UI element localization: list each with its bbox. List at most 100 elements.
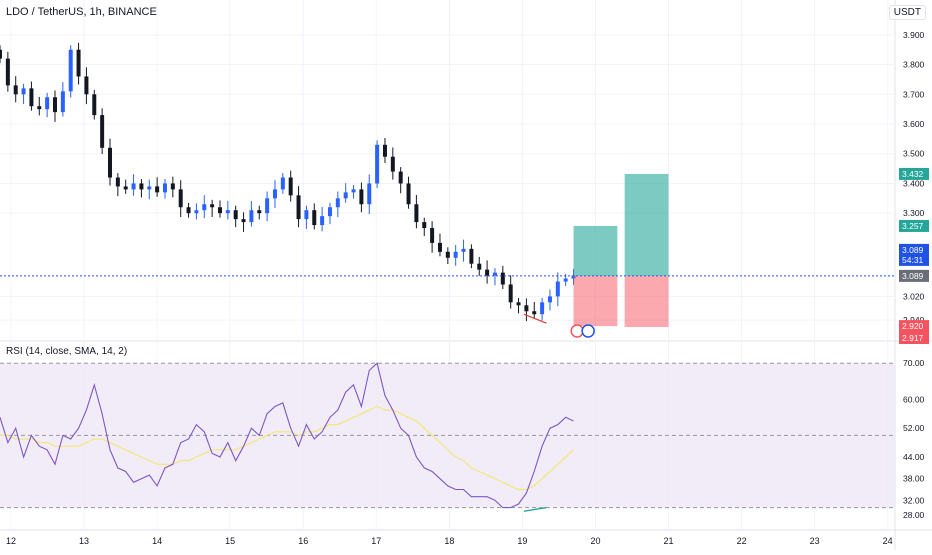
candle-body bbox=[265, 198, 270, 214]
x-tick-label: 24 bbox=[883, 536, 893, 546]
candle-body bbox=[225, 210, 230, 214]
candle-body bbox=[139, 183, 144, 190]
candle-body bbox=[563, 278, 568, 282]
candle-body bbox=[320, 216, 325, 226]
price-tick-label: 3.600 bbox=[903, 119, 925, 129]
candle-body bbox=[76, 49, 81, 77]
price-tick-label: 3.500 bbox=[903, 149, 925, 159]
candle-body bbox=[312, 210, 317, 226]
candle-body bbox=[178, 189, 183, 208]
event-icon[interactable] bbox=[570, 324, 584, 338]
candle-body bbox=[217, 207, 222, 214]
candle-body bbox=[29, 88, 34, 107]
price-tick-label: 3.300 bbox=[903, 208, 925, 218]
x-tick-label: 17 bbox=[371, 536, 381, 546]
candle-body bbox=[123, 186, 128, 190]
candle-body bbox=[202, 204, 207, 211]
candle-body bbox=[60, 91, 65, 113]
candle-body bbox=[131, 183, 136, 190]
stop-price-label: 2.920 bbox=[902, 321, 924, 331]
candle-body bbox=[422, 222, 427, 229]
candle-body bbox=[351, 189, 356, 193]
last-price-label-bg bbox=[899, 243, 929, 256]
symbol-title: LDO / TetherUS, 1h, BINANCE bbox=[6, 6, 157, 18]
candle-body bbox=[555, 281, 560, 297]
candle-body bbox=[68, 49, 73, 92]
position-profit-zone[interactable] bbox=[624, 173, 669, 276]
price-divergence-line bbox=[523, 313, 547, 324]
price-tick-label: 3.700 bbox=[903, 89, 925, 99]
candle-body bbox=[445, 251, 450, 258]
rsi-tick-label: 70.00 bbox=[903, 358, 925, 368]
stop-price-label-bg bbox=[899, 332, 929, 345]
candle-body bbox=[241, 219, 246, 223]
position-profit-zone[interactable] bbox=[573, 225, 618, 276]
currency-badge[interactable]: USDT bbox=[888, 5, 926, 20]
price-tick-label: 3.900 bbox=[903, 30, 925, 40]
rsi-tick-label: 38.00 bbox=[903, 474, 925, 484]
candle-body bbox=[453, 251, 458, 258]
candle-body bbox=[194, 210, 199, 214]
flag-icon[interactable] bbox=[581, 324, 595, 338]
x-tick-label: 12 bbox=[6, 536, 16, 546]
rsi-ma-line bbox=[0, 405, 574, 491]
rsi-tick-label: 60.00 bbox=[903, 394, 925, 404]
entry-price-label: 3.089 bbox=[902, 271, 924, 281]
x-tick-label: 14 bbox=[152, 536, 162, 546]
candle-body bbox=[249, 210, 254, 223]
x-tick-label: 19 bbox=[517, 536, 527, 546]
candle-body bbox=[398, 171, 403, 184]
candle-body bbox=[45, 97, 50, 110]
candle-body bbox=[343, 192, 348, 199]
position-loss-zone[interactable] bbox=[624, 275, 669, 328]
candle-body bbox=[477, 263, 482, 270]
candle-body bbox=[272, 189, 277, 199]
price-tick-label: 3.020 bbox=[903, 291, 925, 301]
candle-body bbox=[155, 186, 160, 193]
countdown-label: 54:31 bbox=[902, 255, 924, 265]
x-tick-label: 21 bbox=[664, 536, 674, 546]
rsi-line bbox=[0, 362, 574, 509]
candle-body bbox=[547, 296, 552, 303]
candle-body bbox=[327, 207, 332, 217]
candle-body bbox=[508, 284, 513, 303]
candle-body bbox=[257, 210, 262, 214]
x-tick-label: 18 bbox=[444, 536, 454, 546]
candle-body bbox=[5, 58, 10, 86]
candle-body bbox=[0, 49, 2, 59]
candle-body bbox=[540, 302, 545, 315]
candle-body bbox=[390, 156, 395, 172]
candle-body bbox=[162, 183, 167, 193]
candle-body bbox=[304, 210, 309, 220]
candle-body bbox=[437, 242, 442, 252]
last-price-label: 3.089 bbox=[902, 245, 924, 255]
rsi-tick-label: 52.00 bbox=[903, 423, 925, 433]
target-price-label: 3.432 bbox=[902, 169, 924, 179]
rsi-tick-label: 32.00 bbox=[903, 495, 925, 505]
candle-body bbox=[296, 195, 301, 220]
candle-body bbox=[414, 204, 419, 223]
candle-body bbox=[524, 305, 529, 312]
candle-body bbox=[13, 85, 18, 95]
rsi-tick-label: 44.00 bbox=[903, 452, 925, 462]
x-tick-label: 16 bbox=[298, 536, 308, 546]
candle-body bbox=[84, 76, 89, 95]
candle-body bbox=[335, 198, 340, 208]
target-price-label: 3.257 bbox=[902, 221, 924, 231]
candle-body bbox=[492, 272, 497, 276]
candle-body bbox=[100, 115, 105, 148]
candle-body bbox=[359, 189, 364, 205]
candle-body bbox=[170, 183, 175, 190]
candle-body bbox=[516, 302, 521, 306]
rsi-title: RSI (14, close, SMA, 14, 2) bbox=[6, 346, 128, 357]
candle-body bbox=[382, 144, 387, 157]
candle-body bbox=[37, 106, 42, 110]
candle-body bbox=[186, 207, 191, 214]
entry-price-label-bg bbox=[899, 269, 929, 282]
rsi-tick-label: 28.00 bbox=[903, 510, 925, 520]
target-price-label-bg bbox=[899, 219, 929, 232]
rsi-divergence-line bbox=[523, 506, 547, 512]
position-loss-zone[interactable] bbox=[573, 275, 618, 327]
candle-body bbox=[115, 177, 120, 187]
